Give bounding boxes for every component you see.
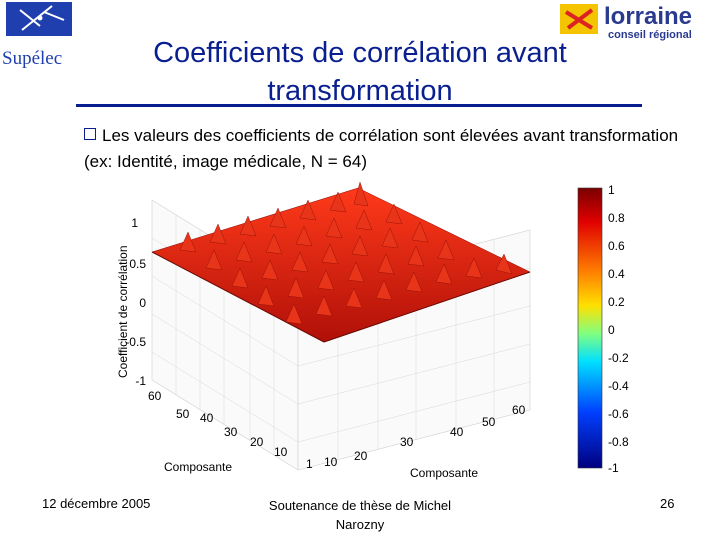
colorbar-tick-0-2: 0.2 xyxy=(608,295,625,309)
footer-title: Soutenance de thèse de Michel Narozny xyxy=(250,496,470,534)
slide-title-line2: transformation xyxy=(267,75,453,107)
footer-title-line2: Narozny xyxy=(335,517,385,532)
x-tick-10: 10 xyxy=(274,445,288,459)
z-axis-label: Coefficient de corrélation xyxy=(116,245,130,378)
slide-title-line1: Coefficients de corrélation avant xyxy=(153,37,567,69)
colorbar-tick-minus-0-2: -0.2 xyxy=(608,351,629,365)
x-axis-label: Composante xyxy=(164,460,232,474)
supelec-logo-text: Supélec xyxy=(2,48,62,69)
colorbar-tick-0-6: 0.6 xyxy=(608,239,625,253)
colorbar-tick-0: 0 xyxy=(608,323,615,337)
surface-plot-svg: 1 0.5 0 -0.5 -1 Coefficient de corrélati… xyxy=(116,181,629,480)
correlation-surface xyxy=(151,181,531,343)
y-tick-1: 1 xyxy=(306,457,313,471)
x-tick-50: 50 xyxy=(176,407,190,421)
x-tick-60: 60 xyxy=(148,389,162,403)
colorbar-gradient xyxy=(577,187,603,469)
z-tick-0-5: 0.5 xyxy=(129,257,146,271)
title-underline xyxy=(76,104,642,107)
y-axis-label: Composante xyxy=(410,466,478,480)
x-tick-40: 40 xyxy=(200,411,214,425)
lorraine-logo: lorraine conseil régional xyxy=(558,0,720,42)
lorraine-logo-subtext: conseil régional xyxy=(608,29,692,41)
colorbar-tick-minus-0-4: -0.4 xyxy=(608,379,629,393)
page-number: 26 xyxy=(660,496,675,511)
supelec-logo: Supélec xyxy=(0,0,78,72)
x-tick-30: 30 xyxy=(224,425,238,439)
y-tick-30: 30 xyxy=(400,435,414,449)
colorbar: 1 0.8 0.6 0.4 0.2 0 -0.2 -0.4 -0.6 -0.8 … xyxy=(577,183,629,475)
checkbox-bullet-icon xyxy=(84,128,96,140)
bullet-point: Les valeurs des coefficients de corrélat… xyxy=(84,123,694,175)
correlation-surface-plot: 1 0.5 0 -0.5 -1 Coefficient de corrélati… xyxy=(110,180,650,480)
z-tick-0: 0 xyxy=(139,296,146,310)
colorbar-tick-minus-0-6: -0.6 xyxy=(608,407,629,421)
x-axis-left: 60 50 40 30 20 10 Composante xyxy=(148,389,288,474)
z-tick-minus-1: -1 xyxy=(135,374,146,388)
z-tick-1: 1 xyxy=(131,216,138,230)
bullet-text: Les valeurs des coefficients de corrélat… xyxy=(84,126,679,171)
colorbar-tick-0-4: 0.4 xyxy=(608,267,625,281)
colorbar-tick-minus-0-8: -0.8 xyxy=(608,435,629,449)
y-tick-10: 10 xyxy=(324,455,338,469)
y-tick-20: 20 xyxy=(354,449,368,463)
footer-title-line1: Soutenance de thèse de Michel xyxy=(268,498,452,513)
x-tick-20: 20 xyxy=(250,435,264,449)
y-tick-50: 50 xyxy=(482,415,496,429)
slide-title: Coefficients de corrélation avant transf… xyxy=(80,34,640,110)
y-axis-right: 1 10 20 30 40 50 60 Composante xyxy=(306,403,526,480)
y-tick-40: 40 xyxy=(450,425,464,439)
z-tick-minus-0-5: -0.5 xyxy=(125,335,146,349)
z-axis: 1 0.5 0 -0.5 -1 Coefficient de corrélati… xyxy=(116,216,146,388)
lorraine-logo-text: lorraine xyxy=(604,3,692,30)
y-tick-60: 60 xyxy=(512,403,526,417)
colorbar-tick-minus-1: -1 xyxy=(608,461,619,475)
footer-date: 12 décembre 2005 xyxy=(42,496,151,511)
colorbar-tick-1: 1 xyxy=(608,183,615,197)
colorbar-tick-0-8: 0.8 xyxy=(608,211,625,225)
